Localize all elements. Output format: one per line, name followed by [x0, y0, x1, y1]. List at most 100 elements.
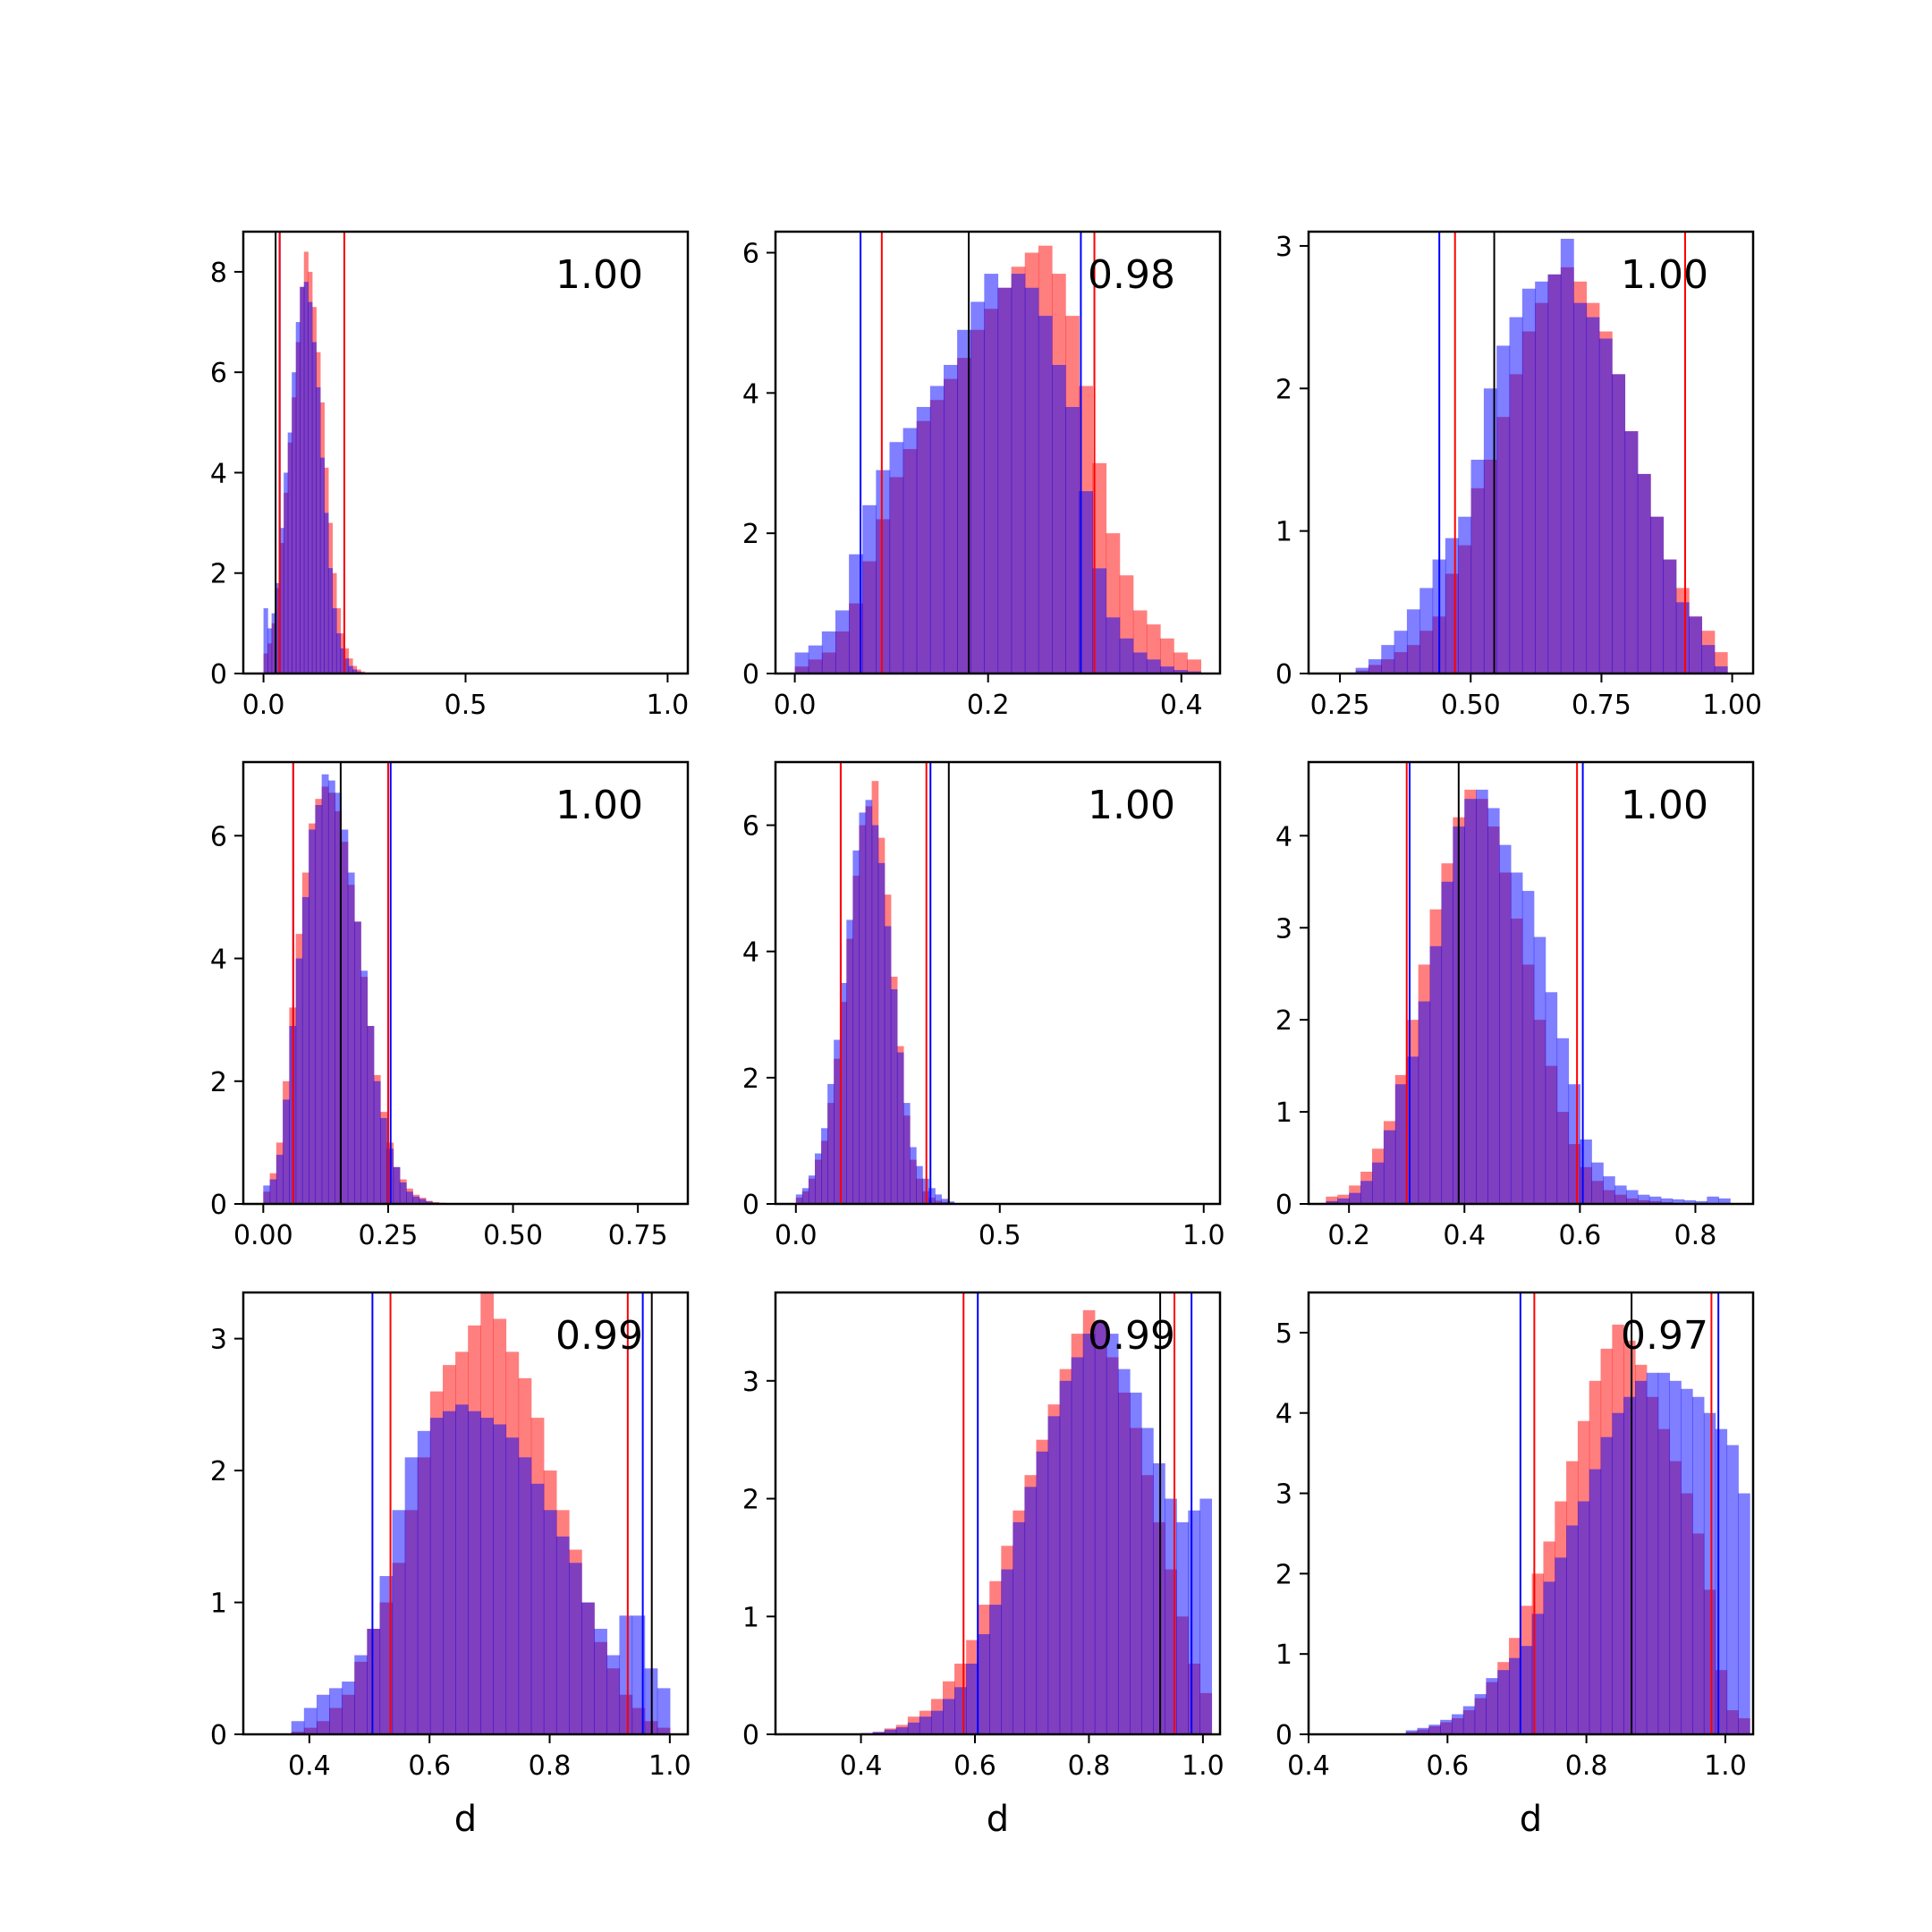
plot-area — [794, 232, 1201, 674]
histogram-bar-blue — [1428, 1724, 1441, 1734]
y-tick-label: 8 — [210, 258, 227, 289]
histogram-bar-blue — [834, 1039, 841, 1204]
x-tick-label: 0.4 — [288, 1750, 331, 1782]
plot-area — [291, 1292, 671, 1734]
histogram-bar-blue — [1487, 808, 1500, 1204]
y-tick-label: 2 — [210, 1067, 227, 1098]
x-tick-label: 0.75 — [608, 1220, 668, 1251]
histogram-bar-blue — [916, 407, 931, 674]
histogram-bar-blue — [324, 513, 329, 674]
histogram-bar-blue — [581, 1602, 595, 1734]
histogram-bar-blue — [341, 829, 349, 1204]
histogram-bar-blue — [429, 1418, 444, 1734]
histogram-bar-blue — [1001, 1569, 1013, 1734]
histogram-bar-blue — [300, 286, 305, 674]
y-tick-label: 6 — [742, 239, 759, 270]
histogram-bar-blue — [1355, 667, 1369, 674]
histogram-bar-red — [1187, 659, 1201, 674]
histogram-bar-blue — [518, 1457, 532, 1734]
histogram-bar-blue — [343, 658, 350, 674]
histogram-bar-blue — [263, 608, 268, 674]
histogram-bar-blue — [275, 582, 281, 674]
x-axis-label: d — [1520, 1799, 1542, 1840]
histogram-bar-blue — [1689, 616, 1703, 674]
histogram-bar-blue — [1555, 1557, 1567, 1734]
x-tick-label: 1.0 — [648, 1750, 691, 1782]
histogram-bar-blue — [292, 372, 297, 674]
histogram-bar-blue — [1117, 1368, 1131, 1734]
histogram-bar-blue — [347, 872, 355, 1204]
y-tick-label: 4 — [1275, 1399, 1292, 1430]
histogram-bar-blue — [1429, 945, 1443, 1204]
histogram-bar-blue — [849, 554, 863, 674]
histogram-bar-blue — [311, 342, 317, 674]
x-tick-label: 0.4 — [840, 1750, 883, 1782]
histogram-bar-blue — [859, 812, 867, 1204]
histogram-bar-blue — [1417, 1727, 1429, 1734]
histogram-bar-blue — [1474, 1694, 1487, 1734]
histogram-bar-blue — [425, 1201, 433, 1204]
histogram-bar-blue — [1568, 1084, 1580, 1204]
x-tick-label: 0.6 — [953, 1750, 996, 1782]
histogram-bar-blue — [978, 1634, 990, 1734]
panel-annotation: 1.00 — [1088, 783, 1175, 828]
histogram-bar-blue — [1470, 459, 1485, 674]
histogram-bar-blue — [406, 1191, 413, 1204]
histogram-bar-blue — [283, 1099, 290, 1204]
histogram-bar-blue — [1612, 1412, 1624, 1734]
histogram-bar-blue — [301, 896, 309, 1204]
histogram-bar-blue — [530, 1483, 545, 1734]
panel-annotation: 1.00 — [555, 252, 643, 298]
histogram-bar-blue — [1024, 287, 1039, 674]
histogram-bar-blue — [335, 633, 342, 674]
histogram-bar-blue — [316, 1694, 330, 1734]
histogram-bar-blue — [303, 1707, 318, 1734]
histogram-bar-blue — [606, 1655, 621, 1734]
y-tick-label: 0 — [210, 659, 227, 691]
histogram-bar-blue — [303, 282, 309, 674]
histogram-bar-blue — [1476, 789, 1488, 1204]
histogram-bar-blue — [1543, 1581, 1555, 1734]
histogram-bar-blue — [884, 926, 892, 1204]
histogram-bar-blue — [947, 1201, 955, 1204]
panel-annotation: 0.98 — [1088, 252, 1175, 298]
axes-frame — [774, 230, 1222, 675]
histogram-bar-blue — [555, 1536, 570, 1734]
histogram-bar-blue — [1406, 609, 1420, 674]
y-tick-label: 2 — [1275, 374, 1292, 405]
histogram-bar-blue — [1486, 1678, 1498, 1734]
histogram-bar-blue — [1600, 1436, 1613, 1734]
histogram-bar-blue — [801, 1188, 809, 1204]
histogram-bar-blue — [943, 1699, 955, 1734]
histogram-bar-blue — [275, 1155, 284, 1204]
histogram-bar-blue — [1405, 1730, 1419, 1734]
histogram-bar-blue — [1094, 1321, 1107, 1734]
histogram-bar-blue — [1458, 516, 1472, 674]
histogram-bar-blue — [896, 1052, 904, 1204]
histogram-bar-blue — [865, 800, 873, 1204]
x-tick-label: 0.6 — [1426, 1750, 1469, 1782]
y-tick-label: 2 — [1275, 1005, 1292, 1037]
histogram-bar-blue — [957, 329, 971, 674]
histogram-bar-blue — [1566, 1525, 1579, 1734]
histogram-bar-blue — [1510, 872, 1523, 1204]
histogram-bar-blue — [657, 1688, 671, 1734]
histogram-bar-blue — [1672, 1199, 1685, 1204]
histogram-bar-blue — [1637, 1194, 1650, 1204]
y-tick-label: 6 — [742, 811, 759, 843]
histogram-bar-blue — [329, 1688, 343, 1734]
histogram-bar-blue — [1130, 1392, 1142, 1734]
histogram-bar-blue — [315, 805, 323, 1204]
histogram-bar-blue — [1591, 1162, 1604, 1204]
y-tick-label: 2 — [1275, 1559, 1292, 1590]
histogram-bar-blue — [1349, 1192, 1361, 1204]
histogram-bar-blue — [984, 274, 999, 674]
histogram-bar-blue — [872, 1732, 886, 1734]
panel-annotation: 0.99 — [555, 1313, 643, 1359]
y-tick-label: 1 — [210, 1589, 227, 1620]
plot-area — [263, 762, 446, 1204]
axes-frame — [1307, 1291, 1755, 1736]
histogram-bar-blue — [1521, 891, 1535, 1204]
histogram-bar-blue — [399, 1182, 407, 1204]
